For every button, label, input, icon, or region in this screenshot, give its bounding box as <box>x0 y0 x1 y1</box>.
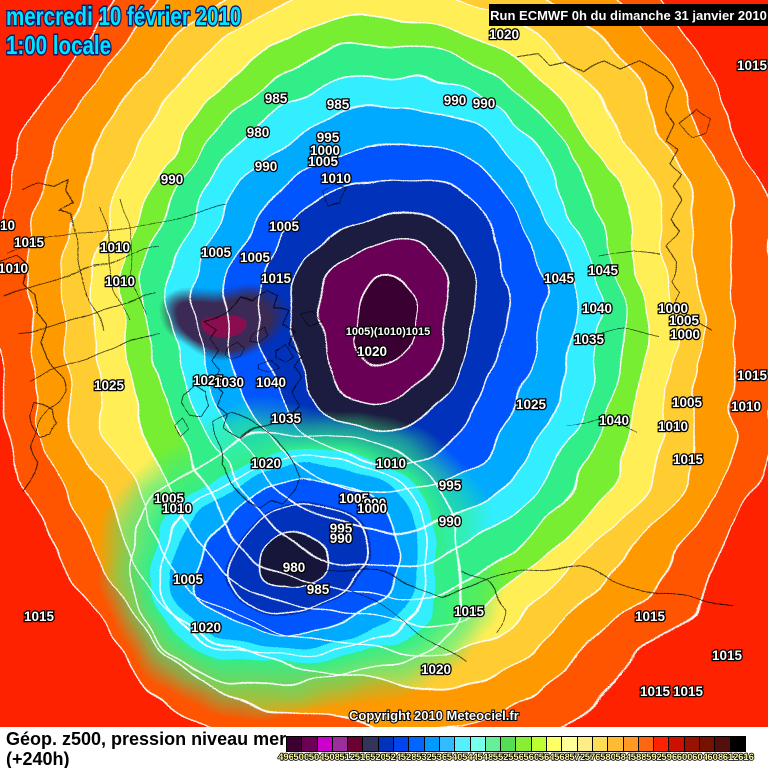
svg-text:1025: 1025 <box>94 378 125 393</box>
svg-text:990: 990 <box>255 159 278 174</box>
svg-text:1040: 1040 <box>599 413 629 428</box>
svg-text:1010: 1010 <box>658 419 688 434</box>
svg-text:1020: 1020 <box>357 344 387 359</box>
svg-text:1010: 1010 <box>162 501 192 516</box>
svg-text:1005: 1005 <box>173 572 204 587</box>
svg-text:1035: 1035 <box>574 332 605 347</box>
svg-text:1015: 1015 <box>261 271 292 286</box>
svg-text:1015: 1015 <box>635 609 666 624</box>
svg-text:1005: 1005 <box>308 154 339 169</box>
svg-text:1010: 1010 <box>731 399 761 414</box>
svg-text:990: 990 <box>439 514 462 529</box>
svg-text:1005: 1005 <box>669 313 700 328</box>
svg-text:1020: 1020 <box>251 456 281 471</box>
svg-text:1015: 1015 <box>14 235 45 250</box>
svg-text:1005)(1010)1015: 1005)(1010)1015 <box>346 326 430 338</box>
svg-text:990: 990 <box>330 531 353 546</box>
svg-text:980: 980 <box>283 560 306 575</box>
svg-text:1015: 1015 <box>640 684 671 699</box>
svg-text:1015: 1015 <box>673 684 704 699</box>
svg-text:990: 990 <box>161 172 184 187</box>
svg-text:1000: 1000 <box>357 501 387 516</box>
svg-text:1040: 1040 <box>582 301 612 316</box>
svg-text:1010: 1010 <box>376 456 406 471</box>
svg-text:1020: 1020 <box>421 662 451 677</box>
svg-text:1015: 1015 <box>673 452 704 467</box>
svg-text:1045: 1045 <box>544 271 575 286</box>
svg-text:1015: 1015 <box>454 604 485 619</box>
svg-text:985: 985 <box>265 91 288 106</box>
svg-text:1010: 1010 <box>100 240 130 255</box>
svg-text:1015: 1015 <box>737 58 768 73</box>
svg-text:1000: 1000 <box>670 327 700 342</box>
svg-text:1045: 1045 <box>588 263 619 278</box>
svg-text:1040: 1040 <box>256 375 286 390</box>
svg-text:1010: 1010 <box>0 261 28 276</box>
svg-text:990: 990 <box>473 96 496 111</box>
svg-text:1010: 1010 <box>105 274 135 289</box>
svg-text:1005: 1005 <box>269 219 300 234</box>
svg-text:1020: 1020 <box>489 27 519 42</box>
svg-text:990: 990 <box>444 93 467 108</box>
svg-text:1010: 1010 <box>0 218 15 233</box>
svg-text:1025: 1025 <box>516 397 547 412</box>
svg-text:985: 985 <box>327 97 350 112</box>
svg-text:1015: 1015 <box>24 609 55 624</box>
svg-text:980: 980 <box>247 125 270 140</box>
svg-text:995: 995 <box>439 478 462 493</box>
svg-text:1015: 1015 <box>737 368 768 383</box>
svg-text:1020: 1020 <box>191 620 221 635</box>
svg-text:1030: 1030 <box>214 375 244 390</box>
svg-text:1035: 1035 <box>271 411 302 426</box>
svg-text:1015: 1015 <box>712 648 743 663</box>
svg-text:1005: 1005 <box>201 245 232 260</box>
svg-text:985: 985 <box>307 582 330 597</box>
svg-text:1005: 1005 <box>672 395 703 410</box>
svg-text:1005: 1005 <box>240 250 271 265</box>
svg-text:1010: 1010 <box>321 171 351 186</box>
